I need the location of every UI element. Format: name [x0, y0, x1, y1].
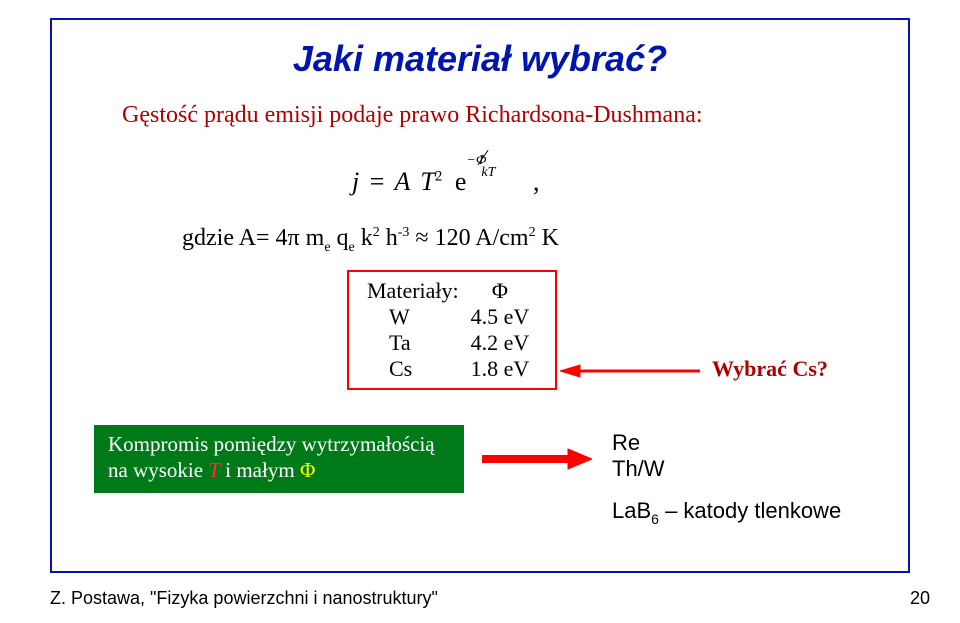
formula-T-exp: 2	[435, 168, 443, 184]
green-line2b: i małym	[220, 458, 300, 482]
where-sup1: 2	[373, 225, 380, 240]
where-mid3: h	[380, 225, 398, 251]
formula: j = A T2 e−ΦkT ,	[352, 155, 539, 197]
table-row: W 4.5 eV	[361, 304, 535, 330]
green-line2a: na wysokie	[108, 458, 208, 482]
table-row: Materiały: Φ	[361, 278, 535, 304]
mat-el-2: Cs	[361, 356, 465, 382]
where-mid2: k	[355, 225, 373, 251]
where-prefix: gdzie A= 4π m	[182, 225, 324, 251]
mat-val-0: 4.5 eV	[465, 304, 536, 330]
formula-comma: ,	[493, 167, 540, 196]
green-line1: Kompromis pomiędzy wytrzymałością	[108, 432, 435, 456]
materials-table: Materiały: Φ W 4.5 eV Ta 4.2 eV Cs 1.8 e…	[361, 278, 535, 382]
right-text: Re Th/W LaB6 – katody tlenkowe	[612, 430, 841, 532]
table-row: Ta 4.2 eV	[361, 330, 535, 356]
where-approx: ≈ 120 A/cm	[409, 225, 528, 251]
where-tail: K	[536, 225, 559, 251]
mat-el-0: W	[361, 304, 465, 330]
mat-el-1: Ta	[361, 330, 465, 356]
table-row: Cs 1.8 eV	[361, 356, 535, 382]
formula-e: e	[449, 167, 467, 196]
materials-header-l: Materiały:	[361, 278, 465, 304]
materials-box: Materiały: Φ W 4.5 eV Ta 4.2 eV Cs 1.8 e…	[347, 270, 557, 390]
materials-header-r: Φ	[465, 278, 536, 304]
where-line: gdzie A= 4π me qe k2 h-3 ≈ 120 A/cm2 K	[182, 225, 559, 256]
footer: Z. Postawa, "Fizyka powierzchni i nanost…	[50, 588, 438, 609]
formula-T: T	[416, 167, 434, 196]
right-l3: LaB6 – katody tlenkowe	[612, 498, 841, 532]
compromise-box: Kompromis pomiędzy wytrzymałością na wys…	[94, 425, 464, 493]
green-Phi: Φ	[300, 458, 315, 482]
subtitle: Gęstość prądu emisji podaje prawo Richar…	[122, 102, 908, 129]
green-T: T	[208, 458, 220, 482]
mat-val-2: 1.8 eV	[465, 356, 536, 382]
arrow-right-icon	[482, 447, 592, 471]
where-mid1: q	[331, 225, 349, 251]
wybrac-cs: Wybrać Cs?	[712, 356, 828, 382]
right-l1: Re	[612, 430, 841, 456]
slide-frame: Jaki materiał wybrać? Gęstość prądu emis…	[50, 18, 910, 573]
where-sup2: -3	[398, 225, 410, 240]
formula-j: j	[352, 167, 359, 196]
right-l3sub: 6	[651, 511, 659, 527]
formula-exp-bot: kT	[478, 167, 498, 179]
formula-exp: −ΦkT	[466, 155, 486, 179]
mat-val-1: 4.2 eV	[465, 330, 536, 356]
arrow-right-icon	[560, 362, 700, 380]
where-sup3: 2	[529, 225, 536, 240]
formula-A: A	[394, 167, 409, 196]
right-l3a: LaB	[612, 498, 651, 523]
slide-title: Jaki materiał wybrać?	[52, 38, 908, 80]
right-l3b: – katody tlenkowe	[659, 498, 841, 523]
formula-eq: =	[366, 167, 389, 196]
page-number: 20	[910, 588, 930, 609]
right-l2: Th/W	[612, 456, 841, 482]
